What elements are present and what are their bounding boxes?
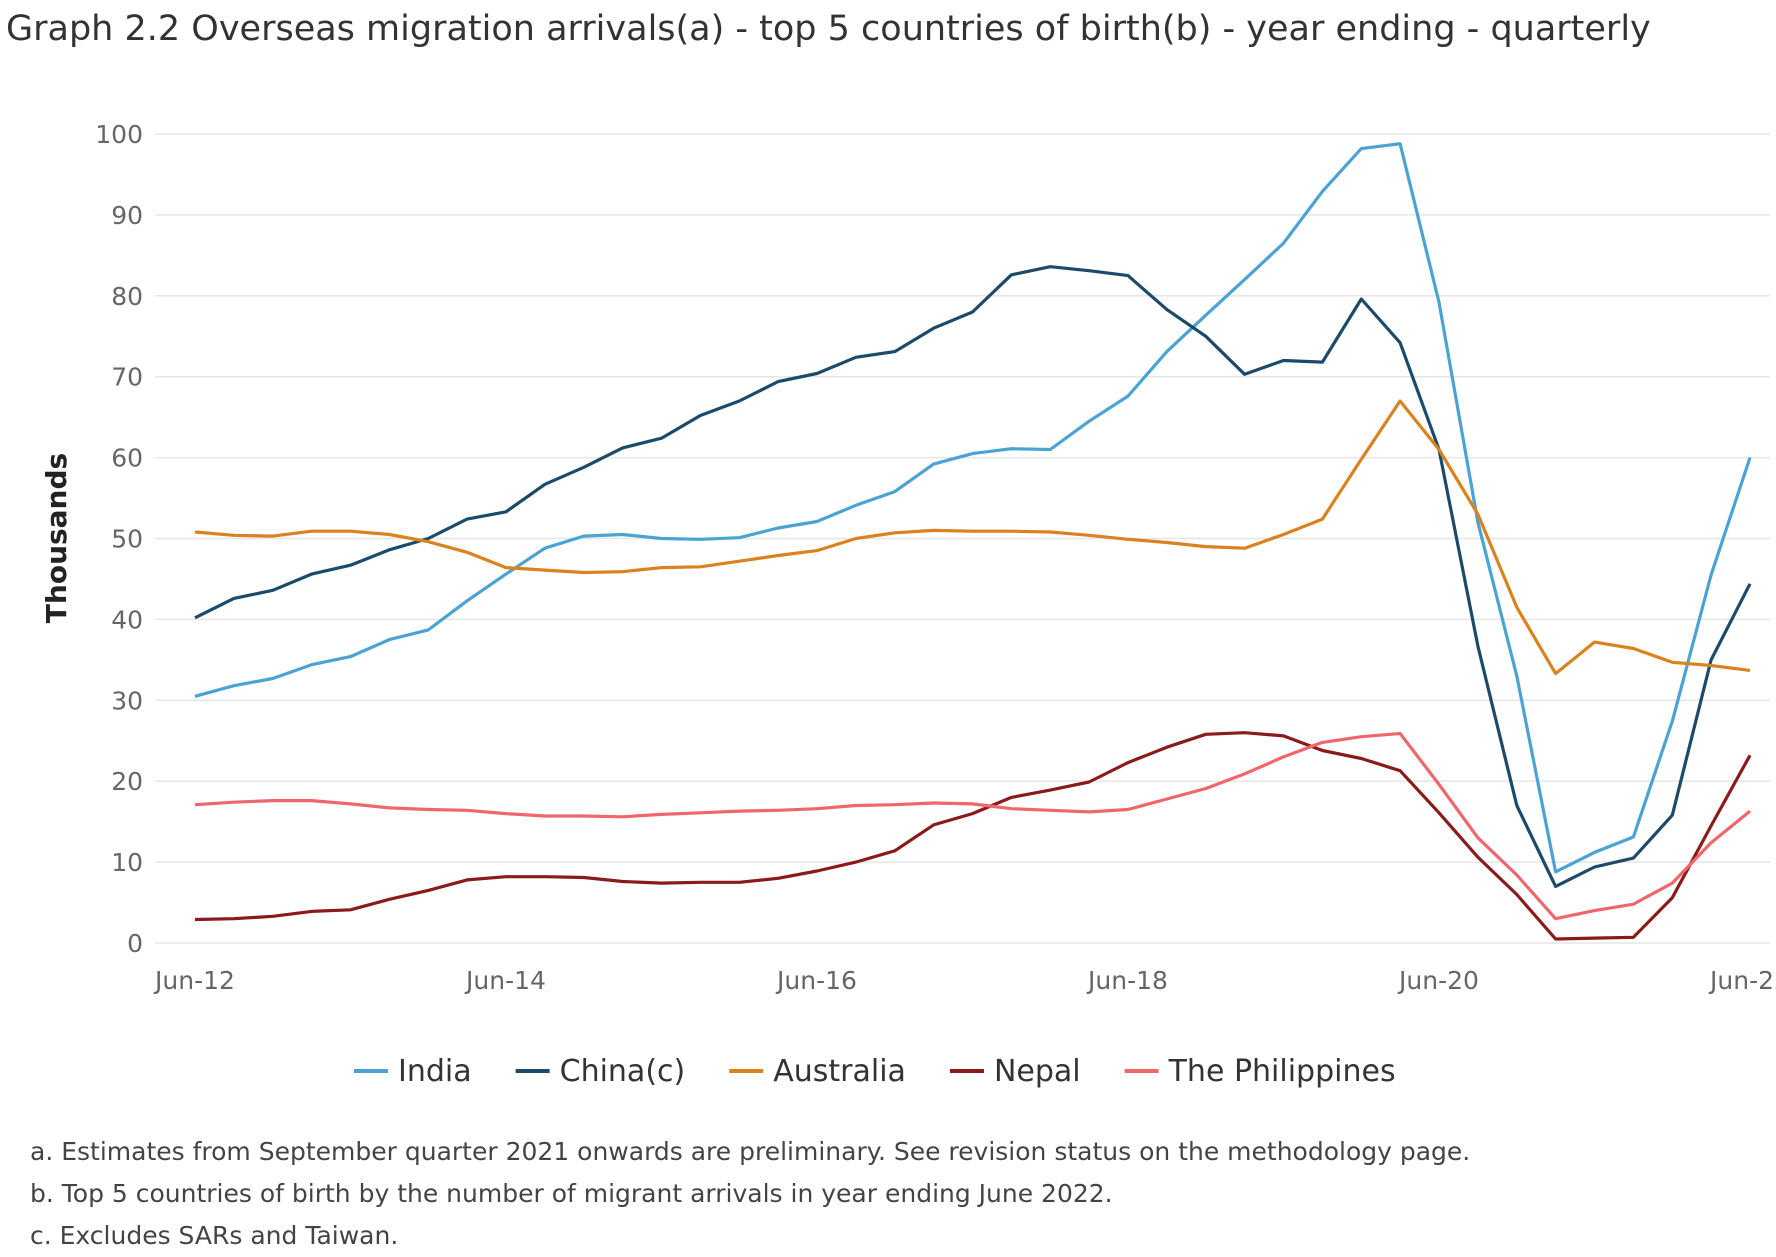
legend-item[interactable]: China(c)	[515, 1054, 686, 1089]
legend-item[interactable]: India	[354, 1054, 472, 1089]
y-tick-label: 30	[111, 686, 143, 715]
y-axis-label: Thousands	[40, 453, 73, 623]
y-tick-label: 50	[111, 525, 143, 554]
x-tick-label: Jun-14	[464, 966, 546, 995]
y-tick-label: 90	[111, 201, 143, 230]
y-tick-label: 60	[111, 444, 143, 473]
chart-title: Graph 2.2 Overseas migration arrivals(a)…	[6, 9, 1651, 49]
series-line-the-philippines	[194, 731, 1752, 921]
legend-item[interactable]: Australia	[729, 1054, 906, 1089]
legend-label: The Philippines	[1168, 1054, 1396, 1089]
x-tick-label: Jun-20	[1397, 966, 1479, 995]
footnote: a. Estimates from September quarter 2021…	[30, 1137, 1470, 1166]
x-tick-label: Jun-12	[153, 966, 235, 995]
series-line-india	[194, 142, 1752, 874]
legend-label: Nepal	[994, 1054, 1081, 1089]
y-tick-label: 80	[111, 282, 143, 311]
series-line-nepal	[194, 731, 1752, 941]
y-tick-label: 70	[111, 363, 143, 392]
footnote: c. Excludes SARs and Taiwan.	[30, 1221, 398, 1250]
y-tick-label: 40	[111, 605, 143, 634]
x-tick-label: Jun-18	[1086, 966, 1168, 995]
legend-label: China(c)	[560, 1054, 686, 1089]
footnote: b. Top 5 countries of birth by the numbe…	[30, 1179, 1113, 1208]
x-tick-label: Jun-16	[775, 966, 857, 995]
series-line-china-c-	[194, 265, 1752, 888]
y-tick-label: 20	[111, 767, 143, 796]
legend-label: Australia	[773, 1054, 906, 1089]
y-tick-label: 0	[127, 929, 143, 958]
legend-item[interactable]: Nepal	[949, 1054, 1081, 1089]
legend: India China(c) Australia Nepal The Philippin…	[354, 1054, 1396, 1089]
legend-label: India	[398, 1054, 472, 1089]
y-tick-label: 10	[111, 848, 143, 877]
x-tick-label: Jun-22	[1708, 966, 1776, 995]
legend-item[interactable]: The Philippines	[1124, 1054, 1396, 1089]
y-tick-label: 100	[95, 120, 143, 149]
series-line-australia	[194, 399, 1751, 676]
